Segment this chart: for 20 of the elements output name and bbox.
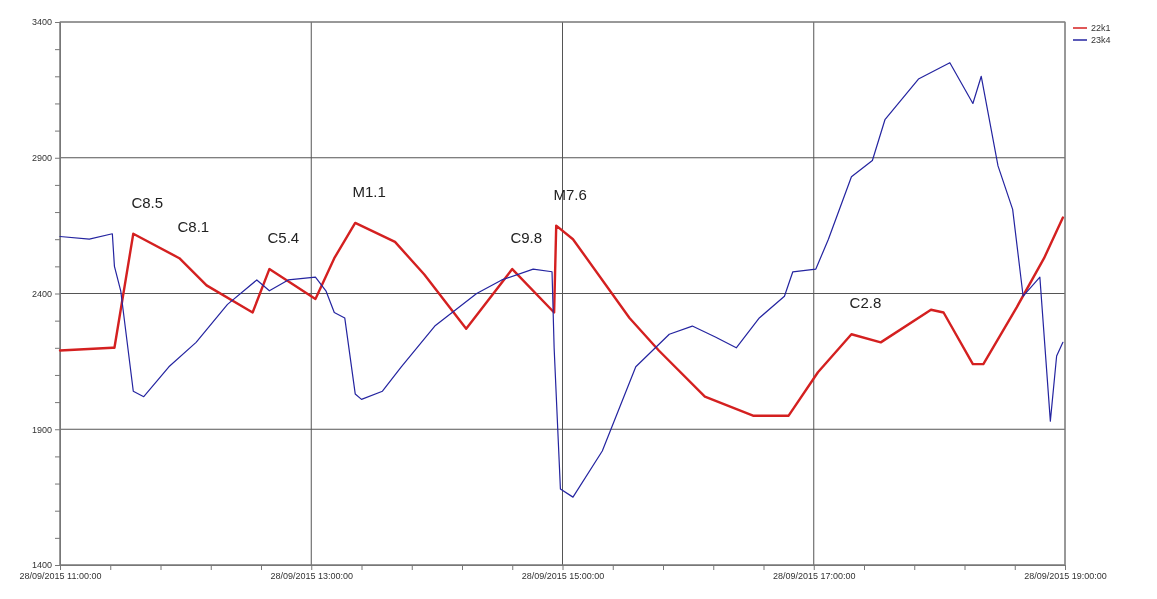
legend-label: 23k4 <box>1091 35 1111 45</box>
x-tick-label: 28/09/2015 11:00:00 <box>19 571 102 582</box>
y-tick-label: 2900 <box>31 153 52 164</box>
legend-label: 22k1 <box>1091 23 1111 33</box>
annotation: M1.1 <box>352 182 386 200</box>
line-series <box>58 216 1065 417</box>
y-tick-label: 1400 <box>31 560 52 571</box>
annotation: C5.4 <box>267 229 300 247</box>
y-tick-label: 1900 <box>31 424 52 435</box>
annotation: C2.8 <box>849 294 882 312</box>
y-tick-label: 2400 <box>31 288 52 299</box>
annotation: C8.1 <box>177 218 210 236</box>
annotation: C8.5 <box>131 193 164 211</box>
x-tick-label: 28/09/2015 17:00:00 <box>772 571 856 582</box>
x-tick-label: 28/09/2015 15:00:00 <box>521 571 605 582</box>
y-tick-label: 3400 <box>31 17 52 28</box>
line-series <box>59 62 1064 498</box>
annotation: C9.8 <box>510 229 543 247</box>
x-tick-label: 28/09/2015 19:00:00 <box>1024 571 1107 582</box>
x-tick-label: 28/09/2015 13:00:00 <box>270 571 354 582</box>
